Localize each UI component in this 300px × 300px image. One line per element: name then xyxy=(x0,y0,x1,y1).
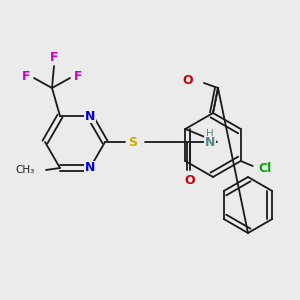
Text: N: N xyxy=(205,136,215,149)
Text: F: F xyxy=(22,70,30,83)
Text: F: F xyxy=(74,70,82,83)
Text: O: O xyxy=(185,173,195,187)
Text: N: N xyxy=(85,110,95,122)
Text: F: F xyxy=(50,50,58,64)
Text: O: O xyxy=(183,74,193,88)
Text: H: H xyxy=(206,129,214,139)
Text: N: N xyxy=(85,161,95,175)
Text: CH₃: CH₃ xyxy=(16,165,35,175)
Text: Cl: Cl xyxy=(258,163,271,176)
Text: S: S xyxy=(128,136,137,148)
